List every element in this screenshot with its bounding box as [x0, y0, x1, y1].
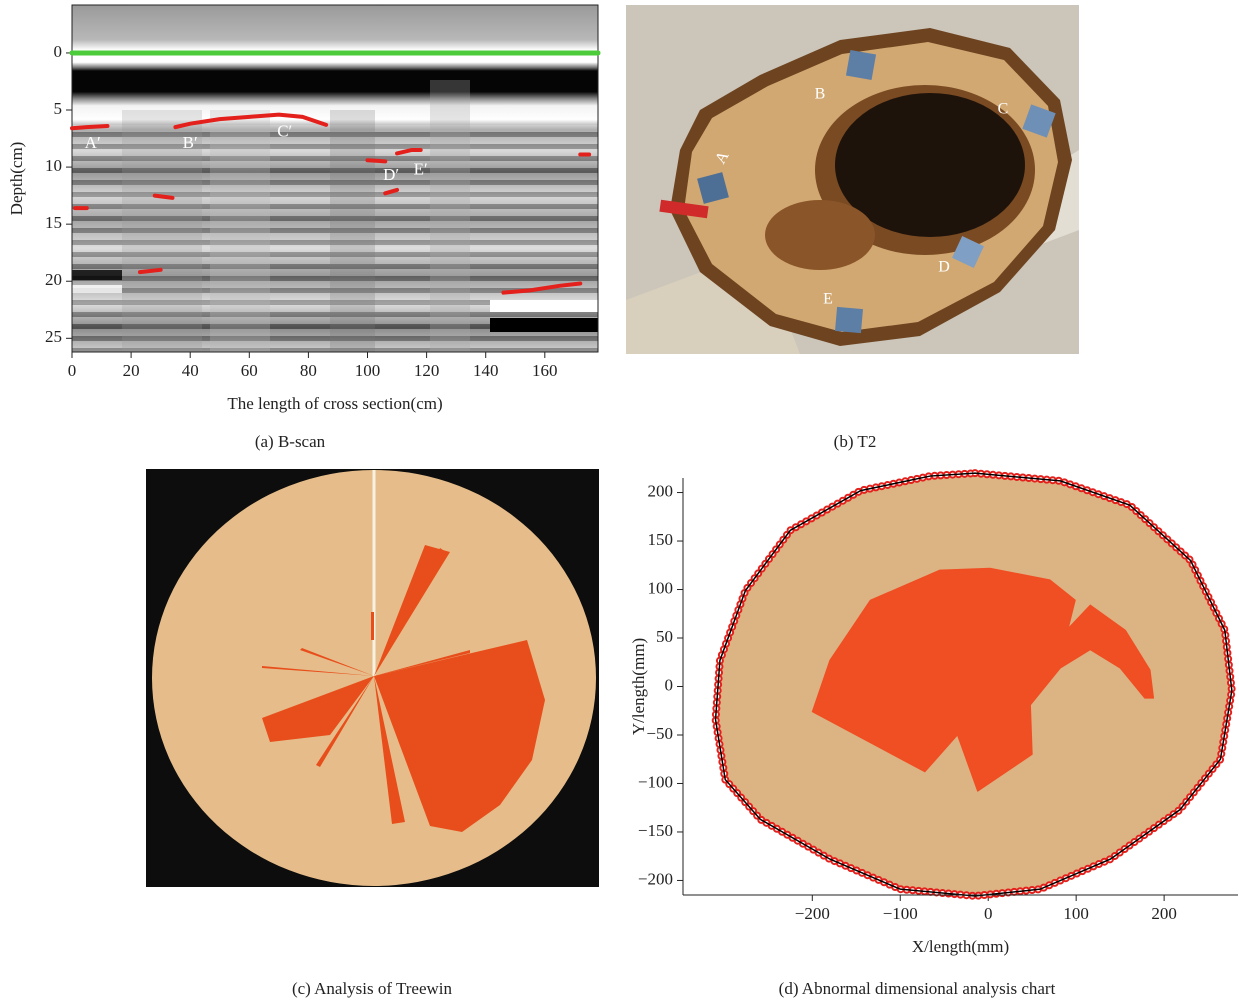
x-tick-label: 100 — [355, 361, 381, 380]
figure: (a) B-scan (b) T2 (c) Analysis of Treewi… — [0, 0, 1239, 1004]
y-tick-label: 50 — [656, 627, 673, 646]
x-tick-label: 120 — [414, 361, 440, 380]
x-tick-label: 160 — [532, 361, 558, 380]
x-tick-label: 40 — [182, 361, 199, 380]
annotation: C′ — [277, 122, 292, 141]
y-tick-label: −200 — [638, 869, 673, 888]
y-tick-label: 200 — [648, 481, 674, 500]
treewin-image — [146, 469, 599, 887]
x-tick-label: −100 — [883, 904, 918, 923]
annotation: A′ — [85, 133, 101, 152]
x-tick-label: 20 — [123, 361, 140, 380]
caption: (c) Analysis of Treewin — [292, 979, 453, 998]
x-tick-label: 140 — [473, 361, 499, 380]
caption: (a) B-scan — [255, 432, 326, 451]
y-tick-label: 25 — [45, 327, 62, 346]
photo-label: B — [815, 86, 826, 103]
bscan-image — [72, 5, 598, 352]
y-tick-label: 5 — [54, 99, 63, 118]
y-tick-label: 15 — [45, 213, 62, 232]
y-axis-label: Y/length(mm) — [629, 638, 648, 735]
x-tick-label: 0 — [984, 904, 993, 923]
y-tick-label: 100 — [648, 578, 674, 597]
y-tick-label: 0 — [54, 42, 63, 61]
annotation: B′ — [183, 133, 198, 152]
x-tick-label: 200 — [1151, 904, 1177, 923]
x-axis-label: The length of cross section(cm) — [227, 394, 442, 413]
caption: (b) T2 — [834, 432, 877, 451]
y-tick-label: −100 — [638, 772, 673, 791]
y-axis-label: Depth(cm) — [7, 142, 26, 216]
annotation: D′ — [383, 165, 399, 184]
photo-label: C — [998, 101, 1009, 118]
y-tick-label: 150 — [648, 530, 674, 549]
y-tick-label: 20 — [45, 270, 62, 289]
annotation: E′ — [414, 159, 428, 178]
y-tick-label: 0 — [665, 675, 674, 694]
photo-label: E — [823, 291, 833, 308]
x-tick-label: 80 — [300, 361, 317, 380]
x-tick-label: 60 — [241, 361, 258, 380]
photo-label: D — [938, 259, 950, 276]
photo — [626, 5, 1079, 354]
y-tick-label: −50 — [646, 724, 673, 743]
y-tick-label: −150 — [638, 821, 673, 840]
x-tick-label: 0 — [68, 361, 77, 380]
x-axis-label: X/length(mm) — [912, 937, 1009, 956]
x-tick-label: −200 — [795, 904, 830, 923]
x-tick-label: 100 — [1063, 904, 1089, 923]
y-tick-label: 10 — [45, 156, 62, 175]
page: (a) B-scan (b) T2 (c) Analysis of Treewi… — [0, 0, 1239, 1004]
caption: (d) Abnormal dimensional analysis chart — [779, 979, 1056, 998]
